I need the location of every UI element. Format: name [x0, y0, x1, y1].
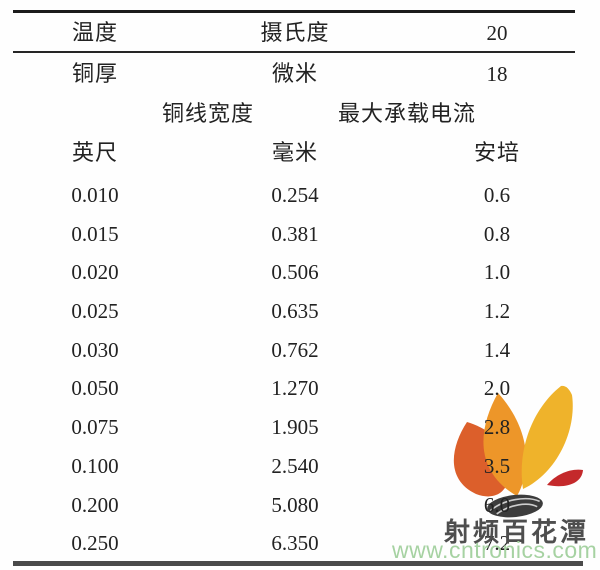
cell-unit: 微米 [271, 61, 318, 86]
cell-mm: 0.635 [271, 298, 319, 323]
cell-inch: 0.030 [71, 337, 119, 362]
table-row: 0.075 1.905 2.8 [0, 408, 600, 446]
cell-inch: 0.010 [71, 182, 119, 207]
brand-flower-icon [453, 385, 583, 518]
table-bottom-rule [13, 561, 583, 566]
cell-mm: 6.350 [271, 530, 319, 555]
seed-streak-icon [489, 497, 540, 515]
group-header-width: 铜线宽度 [161, 100, 254, 126]
table-row: 0.100 2.540 3.5 [0, 447, 600, 485]
cell-inch: 0.050 [71, 375, 119, 400]
cell-amp: 2.8 [483, 414, 511, 439]
cell-label: 铜厚 [71, 61, 118, 86]
table-row: 0.250 6.350 7.2 [0, 524, 600, 562]
cell-mm: 0.762 [271, 337, 319, 362]
cell-amp: 1.4 [483, 337, 511, 362]
cell-amp: 1.2 [483, 298, 511, 323]
cell-amp: 0.8 [483, 221, 511, 246]
table-header-rule [13, 51, 575, 53]
cell-unit: 摄氏度 [260, 20, 330, 45]
cell-inch: 0.075 [71, 414, 119, 439]
unit-mm: 毫米 [271, 139, 318, 165]
cell-inch: 0.015 [71, 221, 119, 246]
table-row: 0.010 0.254 0.6 [0, 176, 600, 214]
table-row: 0.020 0.506 1.0 [0, 253, 600, 291]
unit-header-row: 英尺 毫米 安培 [0, 133, 600, 172]
unit-inch: 英尺 [71, 139, 118, 165]
cell-mm: 1.270 [271, 375, 319, 400]
cell-amp: 3.5 [483, 453, 511, 478]
table-top-rule [13, 10, 575, 13]
cell-mm: 0.381 [271, 221, 319, 246]
cell-value: 18 [486, 61, 508, 86]
cell-amp: 0.6 [483, 182, 511, 207]
swoosh-icon [547, 469, 583, 487]
group-header-current: 最大承载电流 [337, 100, 476, 126]
cell-mm: 2.540 [271, 453, 319, 478]
table-row: 铜厚 微米 18 [0, 55, 600, 93]
cell-inch: 0.020 [71, 259, 119, 284]
cell-inch: 0.100 [71, 453, 119, 478]
brand-url: www.cntronics.com [392, 537, 598, 563]
table-row: 0.030 0.762 1.4 [0, 331, 600, 369]
cell-inch: 0.200 [71, 492, 119, 517]
table-row: 温度 摄氏度 20 [0, 14, 600, 52]
table-row: 0.050 1.270 2.0 [0, 369, 600, 407]
petal-middle-icon [483, 393, 527, 496]
brand-wordmark: 射频百花潭 [444, 517, 590, 547]
cell-amp: 1.0 [483, 259, 511, 284]
cell-amp: 6.0 [483, 492, 511, 517]
cell-mm: 0.506 [271, 259, 319, 284]
table-row: 0.025 0.635 1.2 [0, 292, 600, 330]
cell-value: 20 [486, 20, 508, 45]
table-row: 0.200 5.080 6.0 [0, 486, 600, 524]
group-header-row: 铜线宽度 最大承载电流 [0, 94, 600, 133]
cell-mm: 1.905 [271, 414, 319, 439]
cell-label: 温度 [71, 20, 118, 45]
cell-amp: 2.0 [483, 375, 511, 400]
cell-mm: 0.254 [271, 182, 319, 207]
cell-inch: 0.250 [71, 530, 119, 555]
cell-amp: 7.2 [483, 530, 511, 555]
unit-amp: 安培 [473, 139, 520, 165]
cell-mm: 5.080 [271, 492, 319, 517]
table-row: 0.015 0.381 0.8 [0, 215, 600, 253]
cell-inch: 0.025 [71, 298, 119, 323]
petal-right-icon [521, 385, 573, 489]
